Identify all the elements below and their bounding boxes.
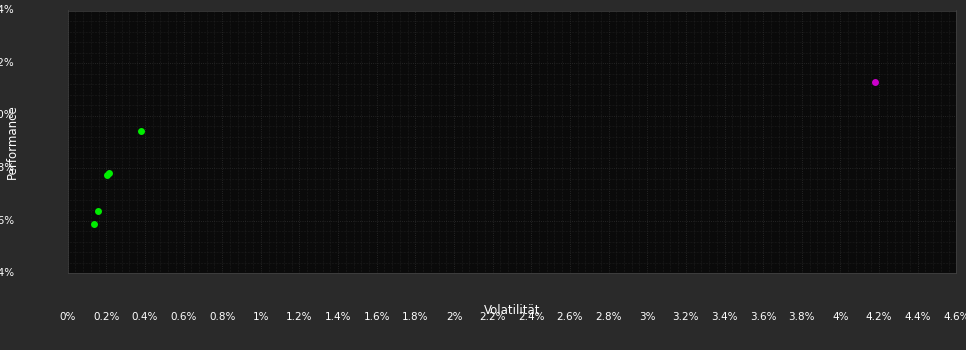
Point	[133, 128, 149, 134]
Text: 0.4%: 0.4%	[131, 312, 158, 322]
Text: 2.8%: 2.8%	[595, 312, 622, 322]
Text: 3.8%: 3.8%	[788, 312, 815, 322]
Text: 3.2%: 3.2%	[672, 312, 699, 322]
X-axis label: Volatilität: Volatilität	[484, 303, 540, 316]
Text: 1.4%: 1.4%	[325, 312, 352, 322]
Point	[101, 170, 117, 176]
Text: 3.4%: 3.4%	[711, 312, 738, 322]
Text: +10%: +10%	[0, 111, 14, 120]
Text: 2.4%: 2.4%	[518, 312, 545, 322]
Text: 1.6%: 1.6%	[363, 312, 390, 322]
Text: 0.2%: 0.2%	[93, 312, 120, 322]
Text: 2%: 2%	[445, 312, 463, 322]
Text: 1.2%: 1.2%	[286, 312, 313, 322]
Y-axis label: Performance: Performance	[6, 104, 19, 179]
Text: +6%: +6%	[0, 216, 14, 225]
Text: +14%: +14%	[0, 6, 14, 15]
Text: 0%: 0%	[60, 312, 75, 322]
Text: 1%: 1%	[252, 312, 270, 322]
Text: 4.6%: 4.6%	[943, 312, 966, 322]
Text: +12%: +12%	[0, 58, 14, 68]
Point	[867, 79, 883, 85]
Text: 3%: 3%	[639, 312, 656, 322]
Text: 0.8%: 0.8%	[209, 312, 236, 322]
Text: 1.8%: 1.8%	[402, 312, 429, 322]
Text: 4.2%: 4.2%	[866, 312, 893, 322]
Point	[90, 209, 105, 214]
Text: 2.6%: 2.6%	[556, 312, 583, 322]
Text: 3.6%: 3.6%	[750, 312, 777, 322]
Text: 2.2%: 2.2%	[479, 312, 506, 322]
Text: 0.6%: 0.6%	[170, 312, 197, 322]
Point	[86, 222, 101, 227]
Text: 4%: 4%	[832, 312, 849, 322]
Text: +4%: +4%	[0, 268, 14, 278]
Text: 4.4%: 4.4%	[904, 312, 931, 322]
Point	[99, 172, 115, 177]
Text: +8%: +8%	[0, 163, 14, 173]
